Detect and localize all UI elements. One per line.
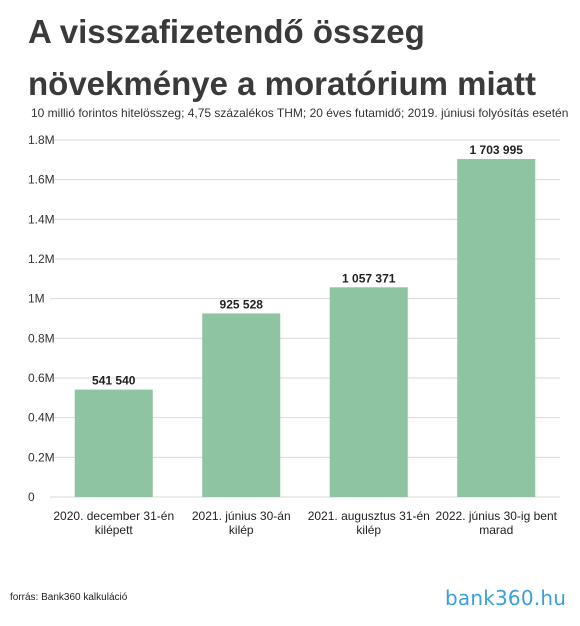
x-tick-label: 2021. augusztus 31-én xyxy=(308,509,430,523)
x-tick-label: kilép xyxy=(229,523,254,537)
y-tick-label: 0.8M xyxy=(28,331,55,345)
y-tick-label: 0.6M xyxy=(28,371,55,385)
data-label: 1 057 371 xyxy=(342,271,396,285)
bar xyxy=(329,287,408,497)
x-tick-label: kilép xyxy=(356,523,381,537)
bar-chart: 0 0.2M 0.4M 0.6M 0.8M 1M 1.2M 1.4M 1.6M 1.8M 541 5… xyxy=(28,133,560,537)
y-tick-label: 1.6M xyxy=(28,173,55,187)
bar xyxy=(202,313,281,497)
chart-subtitle: 10 millió forintos hitelösszeg; 4,75 szá… xyxy=(31,106,569,120)
y-tick-label: 0.2M xyxy=(28,450,55,464)
x-tick-label: marad xyxy=(479,523,513,537)
y-tick-label: 1M xyxy=(28,292,45,306)
bank360-logo: bank360.hu xyxy=(445,586,567,610)
data-label: 925 528 xyxy=(220,297,264,311)
y-tick-label: 1.2M xyxy=(28,252,55,266)
chart-title: A visszafizetendő összeg növekménye a mo… xyxy=(28,13,536,102)
y-tick-label: 0 xyxy=(28,490,35,504)
y-tick-label: 0.4M xyxy=(28,411,55,425)
x-tick-label: kilépett xyxy=(95,523,134,537)
y-tick-label: 1.8M xyxy=(28,133,55,147)
source-note: forrás: Bank360 kalkuláció xyxy=(10,592,128,603)
data-label: 1 703 995 xyxy=(470,143,524,157)
x-tick-label: 2022. június 30-ig bent xyxy=(436,509,558,523)
y-tick-label: 1.4M xyxy=(28,212,55,226)
bar xyxy=(74,389,153,497)
data-label: 541 540 xyxy=(92,374,136,388)
x-tick-label: 2020. december 31-én xyxy=(53,509,174,523)
bar xyxy=(457,159,536,497)
x-tick-label: 2021. június 30-án xyxy=(192,509,291,523)
